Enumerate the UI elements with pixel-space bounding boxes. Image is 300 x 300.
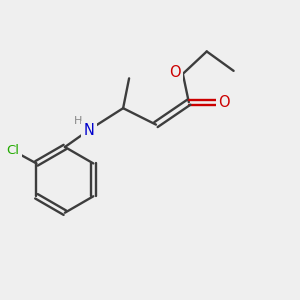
Text: O: O [218, 95, 230, 110]
Text: N: N [83, 123, 94, 138]
Text: H: H [74, 116, 82, 126]
Text: O: O [169, 65, 180, 80]
Text: Cl: Cl [6, 143, 19, 157]
